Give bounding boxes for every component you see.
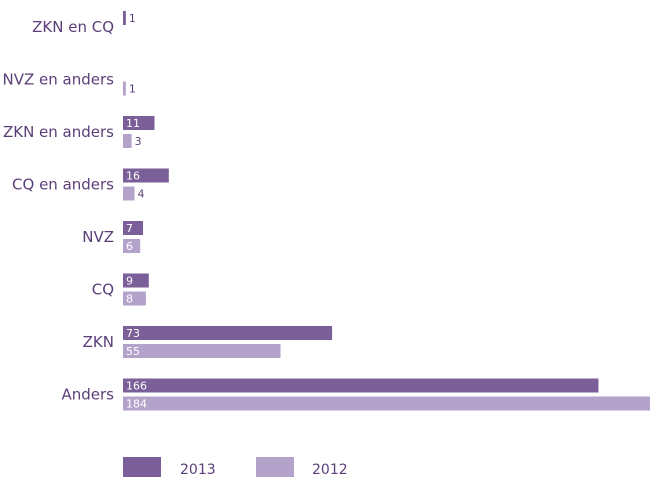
bar-2013: [123, 273, 149, 288]
data-label: 8: [126, 293, 133, 306]
category-label: CQ: [92, 281, 114, 299]
bar-2013: [123, 168, 169, 183]
data-label: 3: [135, 135, 142, 148]
legend-label-2012: 2012: [312, 462, 348, 478]
category-labels: ZKN en CQ NVZ en anders ZKN en anders CQ en…: [3, 18, 115, 404]
bar-2012: [123, 239, 141, 253]
legend-label-2013: 2013: [180, 462, 216, 478]
bar-2012: [123, 291, 146, 306]
bar-2013: [123, 378, 599, 393]
category-label: NVZ: [82, 228, 114, 246]
legend-swatch-2012: [256, 457, 294, 477]
bar-2013: [123, 116, 155, 130]
category-label: ZKN: [83, 333, 114, 351]
data-label: 9: [126, 275, 133, 288]
bar-2012: [123, 396, 650, 411]
category-label: ZKN en CQ: [32, 18, 114, 36]
bar-2012: [123, 344, 281, 358]
bar-2013: [123, 221, 144, 235]
category-label: Anders: [62, 386, 115, 404]
data-label: 73: [126, 327, 140, 340]
legend: 2013 2012: [123, 457, 348, 478]
category-label: CQ en anders: [12, 176, 114, 194]
legend-swatch-2013: [123, 457, 161, 477]
category-label: NVZ en anders: [3, 71, 115, 89]
data-label: 166: [126, 380, 147, 393]
data-label: 184: [126, 398, 147, 411]
bar-2012: [123, 186, 135, 201]
data-label: 55: [126, 345, 140, 358]
data-label: 16: [126, 170, 140, 183]
data-label: 4: [137, 188, 144, 201]
data-label: 1: [129, 83, 136, 96]
data-label: 1: [129, 12, 136, 25]
category-label: ZKN en anders: [3, 123, 114, 141]
bars: [123, 11, 650, 411]
bar-2013: [123, 326, 333, 340]
data-label: 7: [126, 222, 133, 235]
bar-2012: [123, 134, 132, 148]
data-label: 11: [126, 117, 140, 130]
bar-2013: [123, 11, 126, 25]
data-label: 6: [126, 240, 133, 253]
bar-2012: [123, 81, 126, 96]
